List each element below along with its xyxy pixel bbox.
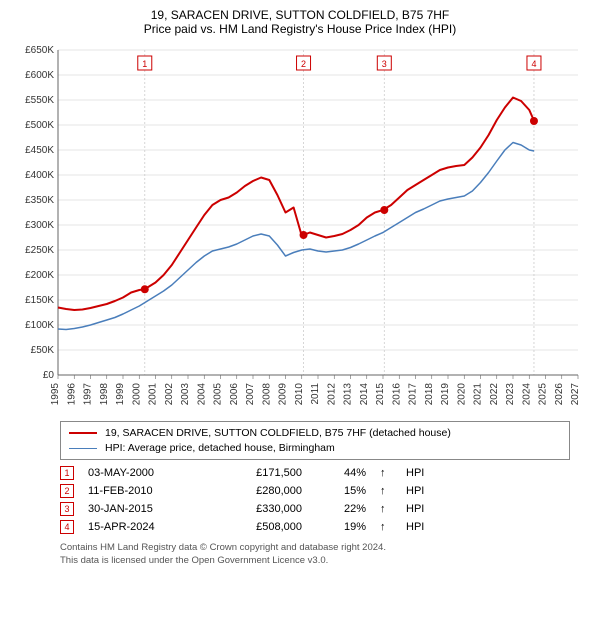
svg-text:2007: 2007 — [245, 383, 256, 406]
svg-text:2026: 2026 — [554, 383, 565, 406]
arrow-up-icon: ↑ — [380, 521, 392, 533]
sale-price: £280,000 — [212, 485, 302, 497]
svg-text:£400K: £400K — [25, 170, 54, 181]
svg-text:2014: 2014 — [359, 383, 370, 406]
svg-text:1995: 1995 — [50, 383, 61, 406]
svg-text:£250K: £250K — [25, 245, 54, 256]
sale-pct: 15% — [316, 485, 366, 497]
svg-text:2003: 2003 — [180, 383, 191, 406]
svg-text:£600K: £600K — [25, 70, 54, 81]
sale-row: 2 11-FEB-2010 £280,000 15% ↑ HPI — [60, 482, 570, 500]
sale-marker-icon: 4 — [60, 520, 74, 534]
svg-text:2021: 2021 — [473, 383, 484, 406]
legend-item: 19, SARACEN DRIVE, SUTTON COLDFIELD, B75… — [69, 426, 561, 441]
chart-title: 19, SARACEN DRIVE, SUTTON COLDFIELD, B75… — [10, 8, 590, 22]
legend-item: HPI: Average price, detached house, Birm… — [69, 441, 561, 456]
svg-text:1: 1 — [142, 59, 147, 69]
svg-text:2012: 2012 — [326, 383, 337, 406]
svg-text:£350K: £350K — [25, 195, 54, 206]
svg-text:2024: 2024 — [521, 383, 532, 406]
sale-pct: 19% — [316, 521, 366, 533]
sale-row: 4 15-APR-2024 £508,000 19% ↑ HPI — [60, 518, 570, 536]
arrow-up-icon: ↑ — [380, 467, 392, 479]
svg-text:2018: 2018 — [424, 383, 435, 406]
chart-area: £0 £50K £100K £150K £200K £250K £300K £350K £400… — [10, 40, 590, 415]
svg-text:2016: 2016 — [391, 383, 402, 406]
sale-row: 3 30-JAN-2015 £330,000 22% ↑ HPI — [60, 500, 570, 518]
sales-table: 1 03-MAY-2000 £171,500 44% ↑ HPI 2 11-FEB-2010 £… — [60, 464, 570, 536]
svg-text:2004: 2004 — [196, 383, 207, 406]
sale-date: 30-JAN-2015 — [88, 503, 198, 515]
chart-subtitle: Price paid vs. HM Land Registry's House … — [10, 22, 590, 36]
sale-suffix: HPI — [406, 521, 436, 533]
svg-text:£200K: £200K — [25, 270, 54, 281]
chart-container: 19, SARACEN DRIVE, SUTTON COLDFIELD, B75… — [0, 0, 600, 620]
svg-text:£650K: £650K — [25, 45, 54, 56]
footer-line: This data is licensed under the Open Gov… — [60, 555, 570, 567]
sale-marker-icon: 1 — [60, 466, 74, 480]
legend: 19, SARACEN DRIVE, SUTTON COLDFIELD, B75… — [60, 421, 570, 460]
svg-text:2006: 2006 — [229, 383, 240, 406]
svg-text:2: 2 — [301, 59, 306, 69]
sale-suffix: HPI — [406, 467, 436, 479]
svg-text:3: 3 — [382, 59, 387, 69]
arrow-up-icon: ↑ — [380, 503, 392, 515]
svg-text:2019: 2019 — [440, 383, 451, 406]
legend-label: 19, SARACEN DRIVE, SUTTON COLDFIELD, B75… — [105, 426, 451, 441]
sale-price: £330,000 — [212, 503, 302, 515]
sale-date: 03-MAY-2000 — [88, 467, 198, 479]
svg-text:1997: 1997 — [83, 383, 94, 406]
sale-pct: 44% — [316, 467, 366, 479]
svg-text:£100K: £100K — [25, 320, 54, 331]
svg-text:£0: £0 — [43, 370, 55, 381]
svg-text:2002: 2002 — [164, 383, 175, 406]
sale-date: 15-APR-2024 — [88, 521, 198, 533]
svg-text:2005: 2005 — [213, 383, 224, 406]
sale-marker-icon: 3 — [60, 502, 74, 516]
svg-text:£500K: £500K — [25, 120, 54, 131]
svg-text:2001: 2001 — [148, 383, 159, 406]
svg-text:2010: 2010 — [294, 383, 305, 406]
legend-swatch — [69, 448, 97, 449]
svg-text:2017: 2017 — [408, 383, 419, 406]
svg-text:£300K: £300K — [25, 220, 54, 231]
svg-text:£550K: £550K — [25, 95, 54, 106]
svg-text:£50K: £50K — [31, 345, 55, 356]
svg-text:2008: 2008 — [261, 383, 272, 406]
sale-marker-icon: 2 — [60, 484, 74, 498]
chart-svg: £0 £50K £100K £150K £200K £250K £300K £350K £400… — [10, 40, 590, 410]
svg-text:2015: 2015 — [375, 383, 386, 406]
sale-pct: 22% — [316, 503, 366, 515]
svg-text:2022: 2022 — [489, 383, 500, 406]
svg-text:2011: 2011 — [310, 383, 321, 405]
footer-line: Contains HM Land Registry data © Crown c… — [60, 542, 570, 554]
sale-price: £171,500 — [212, 467, 302, 479]
sale-row: 1 03-MAY-2000 £171,500 44% ↑ HPI — [60, 464, 570, 482]
sale-suffix: HPI — [406, 485, 436, 497]
sale-price: £508,000 — [212, 521, 302, 533]
svg-text:2000: 2000 — [131, 383, 142, 406]
svg-text:1998: 1998 — [99, 383, 110, 406]
svg-text:1999: 1999 — [115, 383, 126, 406]
svg-text:1996: 1996 — [66, 383, 77, 406]
legend-swatch — [69, 432, 97, 434]
svg-text:2025: 2025 — [538, 383, 549, 406]
svg-text:2023: 2023 — [505, 383, 516, 406]
arrow-up-icon: ↑ — [380, 485, 392, 497]
svg-text:2027: 2027 — [570, 383, 581, 406]
svg-text:£450K: £450K — [25, 145, 54, 156]
svg-text:2020: 2020 — [456, 383, 467, 406]
svg-text:2009: 2009 — [278, 383, 289, 406]
svg-text:2013: 2013 — [343, 383, 354, 406]
svg-text:4: 4 — [531, 59, 536, 69]
footer-attribution: Contains HM Land Registry data © Crown c… — [60, 542, 570, 567]
sale-date: 11-FEB-2010 — [88, 485, 198, 497]
legend-label: HPI: Average price, detached house, Birm… — [105, 441, 335, 456]
sale-suffix: HPI — [406, 503, 436, 515]
svg-text:£150K: £150K — [25, 295, 54, 306]
